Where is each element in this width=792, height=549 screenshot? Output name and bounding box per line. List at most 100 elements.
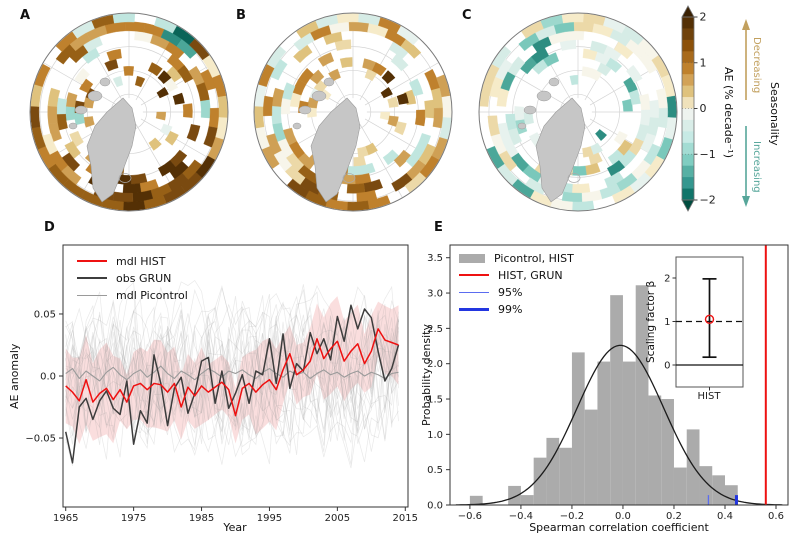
grun-line-swatch bbox=[77, 277, 107, 279]
svg-text:1995: 1995 bbox=[257, 513, 282, 524]
e-ylabel: Probability density bbox=[420, 324, 433, 426]
svg-text:−2: −2 bbox=[700, 194, 716, 207]
svg-text:1985: 1985 bbox=[189, 513, 214, 524]
timeseries-panel: 1965 1975 1985 1995 2005 2015 0.05 0.0 −0.05 bbox=[25, 244, 418, 524]
svg-text:2: 2 bbox=[664, 274, 670, 285]
svg-text:1975: 1975 bbox=[121, 513, 146, 524]
panel-c-label: C bbox=[462, 8, 472, 23]
svg-text:1.0: 1.0 bbox=[427, 430, 443, 441]
e-legend-label: Picontrol, HIST bbox=[494, 251, 574, 265]
increasing-label: Increasing bbox=[751, 141, 762, 193]
histogram-bar bbox=[686, 429, 700, 505]
histogram-bar bbox=[610, 295, 623, 505]
svg-text:0.4: 0.4 bbox=[717, 511, 733, 522]
red-line-swatch bbox=[459, 274, 489, 276]
histogram-bar bbox=[533, 457, 547, 505]
svg-text:2015: 2015 bbox=[393, 513, 418, 524]
best-estimate-marker bbox=[704, 314, 715, 325]
panel-d-label: D bbox=[44, 220, 55, 235]
map-panel-c bbox=[478, 12, 678, 212]
svg-text:0.5: 0.5 bbox=[427, 465, 443, 476]
svg-text:0: 0 bbox=[700, 102, 707, 115]
d-legend-item-picontrol: mdl Picontrol bbox=[77, 288, 188, 302]
svg-text:−0.05: −0.05 bbox=[25, 434, 56, 445]
svg-text:1.5: 1.5 bbox=[427, 395, 443, 406]
svg-text:0: 0 bbox=[664, 361, 670, 372]
svg-text:0.0: 0.0 bbox=[615, 511, 631, 522]
svg-text:1: 1 bbox=[664, 317, 670, 328]
d-xlabel: Year bbox=[223, 521, 247, 534]
histogram-bar bbox=[597, 361, 611, 505]
e-legend-item-99: 99% bbox=[459, 302, 574, 316]
svg-text:2005: 2005 bbox=[325, 513, 350, 524]
p99-line-swatch bbox=[459, 307, 489, 311]
histogram-bar bbox=[520, 495, 534, 505]
colorbar-axis-label: AE (% decade⁻¹) bbox=[722, 67, 735, 159]
svg-text:−0.4: −0.4 bbox=[509, 511, 533, 522]
e-legend: Picontrol, HIST HIST, GRUN 95% 99% bbox=[459, 251, 574, 316]
svg-text:−0.6: −0.6 bbox=[458, 511, 482, 522]
svg-text:0.6: 0.6 bbox=[768, 511, 784, 522]
picontrol-line-swatch bbox=[77, 294, 107, 296]
e-xlabel: Spearman correlation coefficient bbox=[529, 521, 709, 534]
svg-text:−0.2: −0.2 bbox=[560, 511, 584, 522]
histogram-bar bbox=[559, 447, 572, 505]
histogram-bar bbox=[571, 352, 585, 505]
d-legend-label: mdl Picontrol bbox=[116, 288, 188, 302]
e-legend-item-hist-grun: HIST, GRUN bbox=[459, 268, 574, 282]
e-legend-item-95: 95% bbox=[459, 285, 574, 299]
svg-text:0.0: 0.0 bbox=[427, 501, 443, 512]
greenland-landmass bbox=[535, 97, 586, 203]
mdl-hist-line bbox=[65, 328, 399, 417]
svg-text:2: 2 bbox=[700, 11, 707, 24]
histogram-bar bbox=[673, 467, 687, 505]
decreasing-label: Decreasing bbox=[751, 36, 762, 94]
svg-text:3.5: 3.5 bbox=[427, 253, 443, 264]
svg-text:−1: −1 bbox=[700, 148, 716, 161]
e-legend-label: HIST, GRUN bbox=[498, 268, 563, 282]
d-ylabel: AE anomaly bbox=[8, 343, 21, 409]
e-legend-item-picontrol-hist: Picontrol, HIST bbox=[459, 251, 574, 265]
panel-e-label: E bbox=[434, 220, 443, 235]
svg-text:0.05: 0.05 bbox=[34, 309, 56, 320]
svg-text:3.0: 3.0 bbox=[427, 289, 443, 300]
map-panel-b bbox=[253, 12, 453, 212]
histogram-bar bbox=[584, 409, 598, 505]
greenland-landmass bbox=[86, 97, 137, 203]
d-legend: mdl HIST obs GRUN mdl Picontrol bbox=[77, 254, 188, 302]
histogram-bar bbox=[712, 475, 725, 505]
d-legend-label: obs GRUN bbox=[116, 271, 172, 285]
e-legend-label: 95% bbox=[498, 285, 523, 299]
svg-text:0.2: 0.2 bbox=[666, 511, 682, 522]
d-legend-item-grun: obs GRUN bbox=[77, 271, 188, 285]
p95-line-swatch bbox=[459, 291, 489, 293]
map-panel-a bbox=[29, 12, 229, 212]
inset-xtick-hist: HIST bbox=[697, 391, 721, 402]
colorbar: 2 1 0 −1 −2 bbox=[681, 5, 750, 212]
panel-b-label: B bbox=[236, 8, 246, 23]
histogram-bar bbox=[622, 361, 636, 505]
histogram-bar bbox=[648, 395, 662, 505]
histogram-bar bbox=[469, 495, 483, 505]
svg-text:1: 1 bbox=[700, 56, 707, 69]
histogram-bar bbox=[635, 285, 649, 505]
histogram-bar bbox=[546, 437, 560, 505]
histogram-bar bbox=[661, 399, 674, 505]
picontrol-mean-line bbox=[65, 365, 399, 382]
histogram-panel: 2 1 0 −0.6 −0.4 −0.2 0.0 0.2 0.4 0.6 0.0 0.5 1.0 1.5 2… bbox=[427, 244, 789, 522]
svg-text:2.5: 2.5 bbox=[427, 324, 443, 335]
gaussian-fit-curve bbox=[455, 344, 783, 506]
panel-a-label: A bbox=[20, 8, 31, 23]
d-legend-item-hist: mdl HIST bbox=[77, 254, 188, 268]
e-legend-label: 99% bbox=[498, 302, 523, 316]
seasonality-label: Seasonality bbox=[768, 81, 781, 146]
greenland-landmass bbox=[310, 97, 361, 203]
d-legend-label: mdl HIST bbox=[116, 254, 166, 268]
histogram-bar bbox=[508, 485, 521, 505]
hist-line-swatch bbox=[77, 260, 107, 262]
inset-ylabel: Scaling factor β bbox=[645, 280, 657, 364]
histogram-patch-swatch bbox=[459, 253, 485, 263]
svg-text:1965: 1965 bbox=[53, 513, 78, 524]
